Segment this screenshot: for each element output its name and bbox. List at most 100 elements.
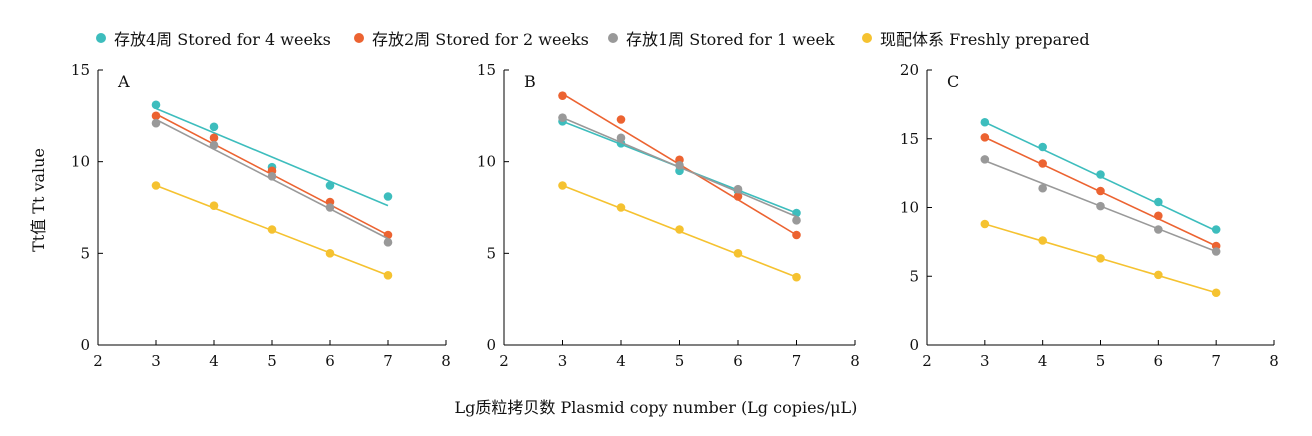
y-tick-label: 5 bbox=[486, 244, 496, 262]
x-tick-label: 3 bbox=[151, 352, 161, 370]
x-tick-label: 2 bbox=[93, 352, 103, 370]
legend-marker bbox=[608, 33, 618, 43]
data-point bbox=[675, 161, 684, 170]
data-point bbox=[733, 192, 743, 201]
y-tick-label: 0 bbox=[486, 336, 496, 354]
y-tick-label: 0 bbox=[80, 336, 90, 354]
legend-marker bbox=[354, 33, 364, 43]
x-tick-label: 3 bbox=[558, 352, 568, 370]
data-point bbox=[616, 115, 626, 124]
data-point bbox=[792, 272, 801, 282]
y-tick-label: 15 bbox=[477, 61, 496, 79]
x-tick-label: 7 bbox=[792, 352, 802, 370]
x-tick-label: 8 bbox=[441, 352, 451, 370]
chart-panel: 2 3 4 5 6 7 8 0 5 10 15 A bbox=[71, 61, 451, 370]
data-point bbox=[209, 201, 219, 210]
x-tick-label: 5 bbox=[267, 352, 277, 370]
data-point bbox=[1154, 211, 1163, 221]
legend-item: 存放2周 Stored for 2 weeks bbox=[354, 24, 589, 52]
data-point bbox=[325, 203, 335, 212]
data-point bbox=[151, 100, 161, 110]
y-tick-label: 10 bbox=[477, 153, 496, 171]
legend-label: 存放2周 Stored for 2 weeks bbox=[372, 30, 589, 49]
x-tick-label: 6 bbox=[733, 352, 743, 370]
data-point bbox=[558, 113, 567, 122]
data-point bbox=[267, 172, 277, 181]
data-point bbox=[1038, 183, 1047, 193]
data-point bbox=[1154, 270, 1163, 280]
data-point bbox=[151, 118, 161, 128]
data-point bbox=[1038, 236, 1047, 245]
y-tick-label: 15 bbox=[900, 130, 919, 148]
y-tick-label: 5 bbox=[80, 244, 90, 262]
data-point bbox=[1096, 186, 1105, 196]
legend-label: 存放1周 Stored for 1 week bbox=[626, 30, 835, 49]
chart-panel: 2 3 4 5 6 7 8 0 5 10 15 20 C bbox=[900, 61, 1279, 370]
data-point bbox=[733, 249, 743, 258]
data-point bbox=[267, 225, 277, 234]
data-point bbox=[980, 133, 990, 142]
legend-item: 存放4周 Stored for 4 weeks bbox=[96, 24, 331, 52]
y-tick-label: 20 bbox=[900, 61, 919, 79]
data-point bbox=[1211, 247, 1221, 256]
legend-label: 存放4周 Stored for 4 weeks bbox=[114, 30, 331, 49]
legend-item: 存放1周 Stored for 1 week bbox=[608, 24, 835, 52]
data-point bbox=[1154, 197, 1163, 207]
x-tick-label: 7 bbox=[1211, 352, 1221, 370]
data-point bbox=[383, 192, 393, 201]
data-point bbox=[792, 216, 801, 225]
x-tick-label: 2 bbox=[499, 352, 509, 370]
x-tick-label: 3 bbox=[980, 352, 990, 370]
legend: 存放4周 Stored for 4 weeks 存放2周 Stored for … bbox=[0, 24, 1312, 52]
y-tick-label: 5 bbox=[909, 267, 919, 285]
legend-item: 现配体系 Freshly prepared bbox=[862, 24, 1090, 52]
data-point bbox=[383, 238, 393, 247]
data-point bbox=[1211, 225, 1221, 234]
y-tick-label: 15 bbox=[71, 61, 90, 79]
data-point bbox=[1038, 159, 1047, 168]
x-tick-label: 5 bbox=[1096, 352, 1106, 370]
data-point bbox=[383, 271, 393, 280]
data-point bbox=[980, 219, 990, 229]
panel-label: A bbox=[117, 72, 130, 91]
data-point bbox=[616, 133, 626, 143]
legend-label: 现配体系 Freshly prepared bbox=[880, 30, 1090, 49]
x-tick-label: 6 bbox=[325, 352, 335, 370]
data-point bbox=[325, 181, 335, 190]
x-tick-label: 4 bbox=[1038, 352, 1048, 370]
x-tick-label: 8 bbox=[850, 352, 860, 370]
charts-area: 2 3 4 5 6 7 8 0 5 10 15 A 2 3 4 5 6 7 8 0 5 10 15 B 2 3 4 5 6 7 8 0 5 10 1… bbox=[71, 61, 1279, 370]
data-point bbox=[151, 181, 161, 190]
x-tick-label: 2 bbox=[922, 352, 932, 370]
data-point bbox=[733, 184, 743, 194]
x-tick-label: 7 bbox=[383, 352, 393, 370]
legend-marker bbox=[862, 33, 872, 43]
data-point bbox=[980, 155, 990, 164]
data-point bbox=[558, 91, 567, 100]
data-point bbox=[325, 249, 335, 258]
x-tick-label: 4 bbox=[616, 352, 626, 370]
chart-panel: 2 3 4 5 6 7 8 0 5 10 15 B bbox=[477, 61, 860, 370]
data-point bbox=[209, 140, 219, 150]
data-point bbox=[209, 133, 219, 143]
data-point bbox=[151, 111, 161, 121]
y-axis-title: Tt值 Tt value bbox=[29, 148, 48, 252]
panel-label: C bbox=[947, 72, 959, 91]
x-tick-label: 5 bbox=[675, 352, 685, 370]
data-point bbox=[675, 225, 684, 234]
x-tick-label: 8 bbox=[1269, 352, 1279, 370]
data-point bbox=[1038, 142, 1047, 152]
data-point bbox=[980, 117, 990, 127]
panel-label: B bbox=[524, 72, 536, 91]
data-point bbox=[1096, 254, 1105, 263]
data-point bbox=[209, 122, 219, 132]
data-point bbox=[1211, 288, 1221, 298]
data-point bbox=[558, 181, 567, 190]
y-axis-title-text: Tt值 Tt value bbox=[29, 148, 48, 252]
y-tick-label: 10 bbox=[71, 153, 90, 171]
y-tick-label: 10 bbox=[900, 199, 919, 217]
data-point bbox=[616, 203, 626, 212]
legend-marker bbox=[96, 33, 106, 43]
data-point bbox=[1096, 201, 1105, 211]
x-tick-label: 6 bbox=[1154, 352, 1164, 370]
